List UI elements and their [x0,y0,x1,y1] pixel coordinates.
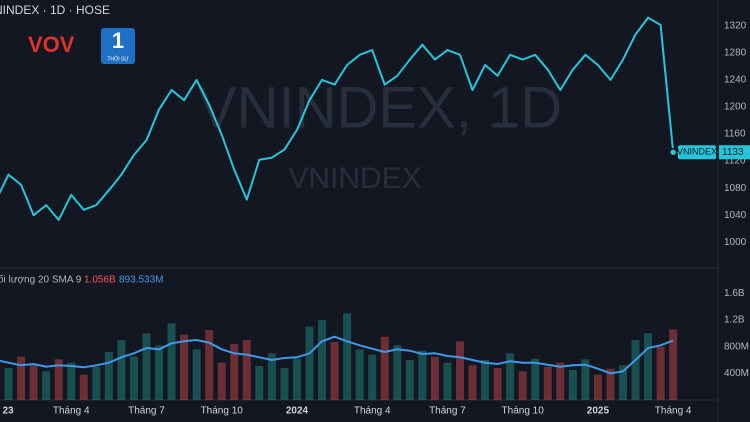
price-tick-label: 1120 [724,156,746,167]
volume-tick-label: 800M [724,341,749,352]
price-tick-label: 1200 [724,102,747,113]
volume-bar [430,356,439,400]
volume-bar [242,340,251,400]
volume-bar [192,349,201,400]
volume-bar [4,368,13,400]
volume-bar [230,344,239,400]
logo-channel: 1 [112,28,124,53]
volume-bar [644,333,653,400]
price-tick-label: 1080 [724,183,747,194]
price-tick-label: 1240 [724,74,747,85]
volume-bar [393,345,402,400]
plot [0,16,678,400]
volume-bar [117,340,126,400]
volume-tick-label: 1.2B [724,315,745,326]
volume-bar [280,368,289,400]
x-tick-label: 2024 [286,406,309,417]
price-tick-label: 1000 [724,237,747,248]
watermark-subtitle: VNINDEX [288,162,421,195]
volume-bar [267,353,276,400]
x-tick-label: Tháng 10 [502,406,545,417]
volume-bar [593,374,602,400]
volume-bar [355,349,364,400]
volume-bar [556,362,565,400]
volume-last-label: 1.056B [84,275,116,286]
volume-bar [443,362,452,400]
logo: VOV 1 THỜI SỰ [28,28,135,64]
watermark-title: VNINDEX, 1D [198,75,562,140]
volume-bar [656,346,665,400]
volume-bar [104,352,113,400]
volume-bar [669,329,678,400]
x-tick-label: Tháng 10 [201,406,244,417]
series-tag-label: VNINDEX [677,147,717,157]
volume-bar [606,368,615,400]
logo-box [101,28,135,64]
volume-tick-label: 400M [724,368,749,379]
volume-bar [506,353,515,400]
volume-bar [493,368,502,400]
volume-bar [255,366,264,400]
volume-bar [217,362,226,400]
volume-bar [54,359,63,400]
volume-bar [631,340,640,400]
chart-title: NINDEX · 1D · HOSE [0,3,110,17]
volume-bar [405,360,414,400]
sma-line [0,335,674,375]
volume-tick-label: 1.6B [724,288,745,299]
volume-bar [129,356,138,400]
x-tick-label: Tháng 4 [53,406,90,417]
volume-bar [318,320,327,400]
volume-bar [343,313,352,400]
last-point [668,148,678,157]
volume-bar [330,342,339,400]
x-tick-label: Tháng 4 [354,406,391,417]
volume-bar [42,371,51,400]
volume-bar [292,358,301,400]
volume-bar [92,366,101,400]
logo-name: VOV [28,32,75,57]
series-tag [678,145,716,160]
x-tick-label: 2025 [587,406,610,417]
volume-bar [29,365,38,400]
volume-bar [418,350,427,400]
volume-bar [481,360,490,400]
x-tick-label: Tháng 7 [128,406,165,417]
price-tick-label: 1160 [724,129,746,140]
volume-bar [531,358,540,400]
volume-bar [167,323,176,400]
volume-bar [180,334,189,400]
sma-last-label: 893.533M [119,275,163,286]
volume-bar [17,356,26,400]
volume-bar [155,345,164,400]
x-tick-label: Tháng 7 [429,406,466,417]
price-tag-label: 1133 [722,147,744,158]
volume-bar [543,366,552,400]
logo-subtitle: THỜI SỰ [107,55,129,62]
volume-bar [305,326,314,400]
volume-bar [368,354,377,400]
price-tick-label: 1280 [724,47,747,58]
volume-title: ối lượng 20 SMA 9 [0,274,82,286]
volume-bar [619,365,627,400]
volume-bar [67,362,76,400]
price-line [0,16,675,221]
x-tick-label: 23 [2,406,14,417]
volume-bar [468,365,477,400]
volume-bar [581,359,590,400]
price-tag [719,145,750,160]
volume-bar [205,330,214,400]
volume-bar [380,336,389,400]
volume-bar [79,374,88,400]
volume-bar [518,371,527,400]
price-tick-label: 1040 [724,210,747,221]
price-tick-label: 1320 [724,20,747,31]
volume-bar [568,370,577,400]
volume-bar [455,341,464,400]
volume-bar [142,333,151,400]
x-tick-label: Tháng 4 [655,406,692,417]
